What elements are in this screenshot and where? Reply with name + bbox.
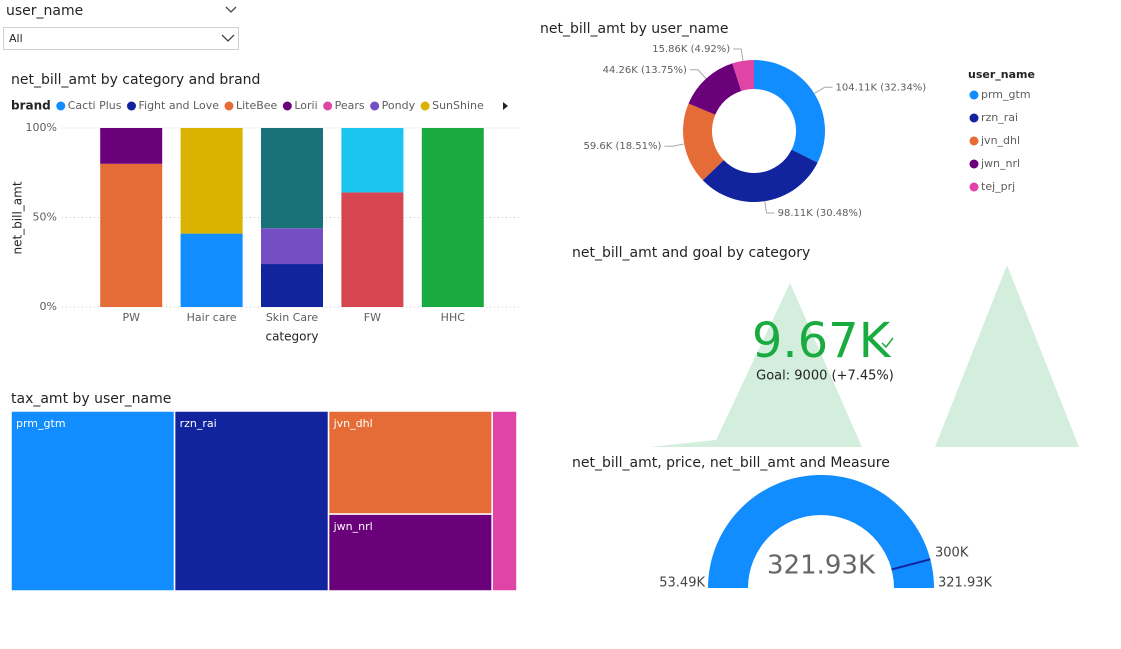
legend-marker — [224, 101, 234, 111]
chart-title: tax_amt by user_name — [11, 391, 171, 407]
bar-segment — [421, 128, 484, 307]
slicer-label: user_name — [6, 3, 83, 19]
y-axis-title: net_bill_amt — [11, 181, 25, 254]
leader-line — [764, 201, 775, 214]
leader-line — [733, 48, 744, 61]
legend-label: jwn_nrl — [980, 157, 1020, 170]
legend-label: Fight and Love — [138, 99, 219, 112]
y-tick-label: 50% — [33, 211, 57, 224]
tile-label: prm_gtm — [16, 417, 66, 430]
x-tick-label: FW — [364, 311, 381, 324]
tile-label: rzn_rai — [180, 417, 217, 430]
bar-segment — [261, 264, 323, 307]
leader-line — [664, 143, 685, 147]
donut-slice — [732, 60, 754, 91]
legend-label: Lorii — [294, 99, 317, 112]
dropdown-chevron — [221, 34, 235, 42]
legend-label: Pears — [335, 99, 365, 112]
x-axis-title: category — [265, 330, 318, 344]
legend-label: rzn_rai — [981, 111, 1018, 124]
legend-label: prm_gtm — [981, 88, 1031, 101]
chart-title: net_bill_amt and goal by category — [572, 245, 810, 261]
donut-slice — [682, 103, 724, 181]
x-tick-label: Skin Care — [266, 311, 319, 324]
tile-label: jwn_nrl — [333, 520, 373, 533]
legend-label: SunShine — [432, 99, 484, 112]
legend-title: user_name — [968, 68, 1035, 81]
legend-label: LiteBee — [236, 99, 278, 112]
slicer-selection: All — [9, 32, 23, 45]
donut-slice — [754, 60, 825, 163]
kpi-value: 9.67K — [752, 313, 892, 369]
legend-marker — [370, 101, 380, 111]
gauge-value: 321.93K — [767, 551, 876, 581]
chart-title: net_bill_amt by user_name — [540, 21, 729, 37]
bar-segment — [261, 128, 323, 229]
y-tick-label: 0% — [40, 300, 57, 313]
chart-title: net_bill_amt, price, net_bill_amt and Me… — [572, 455, 890, 471]
data-label: 44.26K (13.75%) — [603, 65, 687, 76]
legend-scroll[interactable] — [503, 102, 508, 110]
legend-marker — [969, 113, 979, 123]
bar-segment — [180, 128, 243, 234]
gauge-fill — [708, 475, 934, 588]
legend-label: tej_prj — [981, 180, 1015, 193]
treemap-tile — [10, 410, 176, 592]
legend-marker — [969, 90, 979, 100]
bar-segment — [100, 128, 163, 164]
kpi-check — [881, 337, 894, 349]
gauge-target — [891, 558, 931, 571]
data-label: 98.11K (30.48%) — [778, 208, 862, 219]
legend-marker — [420, 101, 430, 111]
legend-marker — [282, 101, 292, 111]
legend-marker — [126, 101, 136, 111]
legend-marker — [969, 159, 979, 169]
legend-label: Pondy — [382, 99, 416, 112]
gauge-min: 53.49K — [659, 576, 705, 591]
y-tick-label: 100% — [26, 121, 57, 134]
treemap-tile — [173, 410, 330, 592]
leader-line — [689, 69, 707, 79]
tile-label: jvn_dhl — [333, 417, 373, 430]
data-label: 15.86K (4.92%) — [652, 44, 730, 55]
x-tick-label: HHC — [441, 311, 466, 324]
bar-segment — [341, 192, 404, 307]
legend-label: jvn_dhl — [980, 134, 1020, 147]
slicer-collapse[interactable] — [225, 6, 237, 13]
data-label: 59.6K (18.51%) — [583, 141, 661, 152]
donut-slice — [688, 63, 742, 115]
kpi-goal: Goal: 9000 (+7.45%) — [756, 369, 894, 384]
gauge-target-label: 300K — [935, 546, 969, 561]
legend-marker — [323, 101, 333, 111]
bar-segment — [341, 128, 404, 193]
legend-label: Cacti Plus — [68, 99, 122, 112]
donut-slice — [702, 149, 818, 203]
chart-title: net_bill_amt by category and brand — [11, 72, 260, 88]
kpi-trend — [650, 265, 1079, 447]
legend-marker — [56, 101, 66, 111]
legend-title: brand — [11, 99, 51, 113]
gauge-max: 321.93K — [938, 576, 992, 591]
treemap-tile — [491, 410, 518, 592]
x-tick-label: Hair care — [187, 311, 237, 324]
bar-segment — [180, 233, 243, 307]
legend-marker — [969, 136, 979, 146]
leader-line — [814, 86, 833, 95]
legend-marker — [969, 182, 979, 192]
slicer-dropdown[interactable] — [3, 27, 239, 50]
data-label: 104.11K (32.34%) — [836, 82, 927, 93]
bar-segment — [100, 163, 163, 307]
x-tick-label: PW — [122, 311, 140, 324]
bar-segment — [261, 228, 323, 265]
